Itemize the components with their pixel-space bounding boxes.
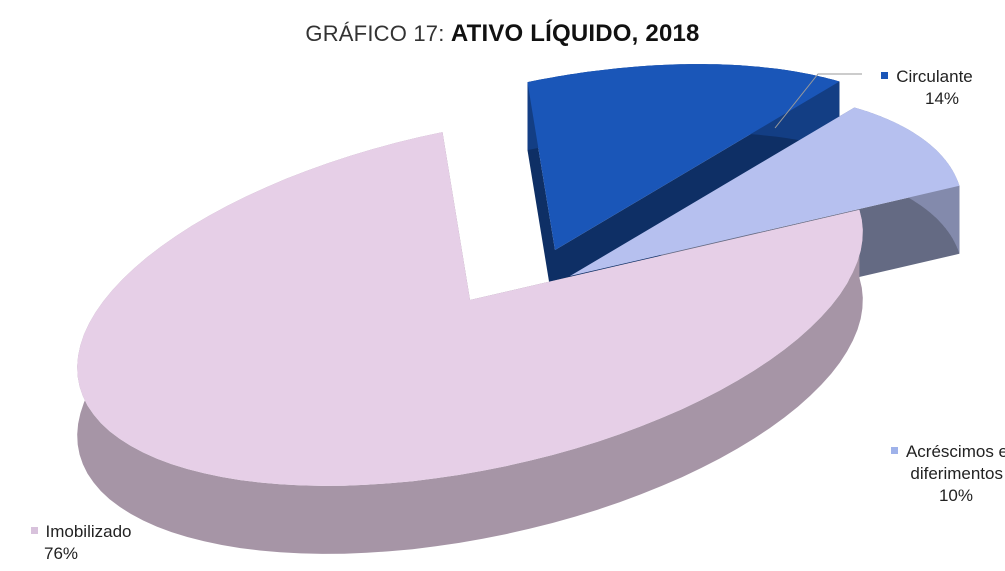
label-circulante: Circulante 14% (872, 66, 982, 110)
label-acrescimos-line1: Acréscimos e (905, 442, 1005, 461)
slice-imobilizado (77, 132, 863, 486)
imobilizado-marker (30, 527, 38, 535)
chart-title-prefix: GRÁFICO 17: (305, 21, 445, 46)
acrescimos-marker (890, 447, 898, 455)
leader-line-circulante (774, 73, 862, 129)
slice-acrescimos (570, 107, 960, 276)
chart-title-main: ATIVO LÍQUIDO, 2018 (450, 20, 700, 47)
circulante-marker (881, 72, 889, 80)
label-circulante-pct: 14% (924, 89, 960, 108)
label-imobilizado: Imobilizado 76% (6, 521, 156, 565)
chart-title: GRÁFICO 17: ATIVO LÍQUIDO, 2018 (0, 20, 1005, 48)
slice-circulante (527, 64, 840, 250)
label-imobilizado-pct: 76% (43, 544, 79, 563)
label-acrescimos: Acréscimos e diferimentos 10% (858, 441, 1005, 507)
label-acrescimos-line2: diferimentos (910, 464, 1003, 483)
label-circulante-name: Circulante (896, 67, 973, 86)
label-acrescimos-pct: 10% (938, 486, 973, 505)
label-imobilizado-name: Imobilizado (45, 522, 132, 541)
